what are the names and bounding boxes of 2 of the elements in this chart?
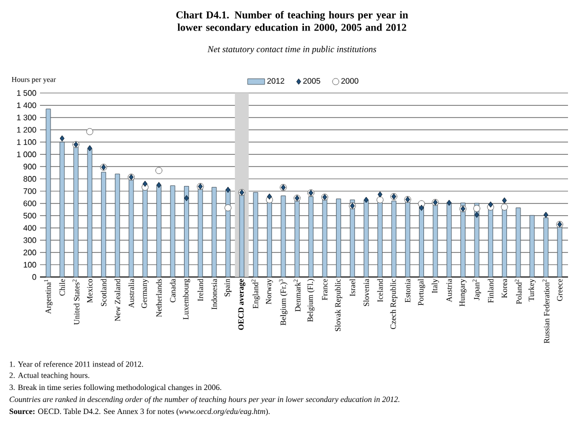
- chart-subtitle: Net statutory contact time in public institutions: [208, 46, 376, 54]
- chart-title: Chart D4.1. Number of teaching hours per year in lower secondary education in 2000, 2005 and 2012: [176, 10, 408, 34]
